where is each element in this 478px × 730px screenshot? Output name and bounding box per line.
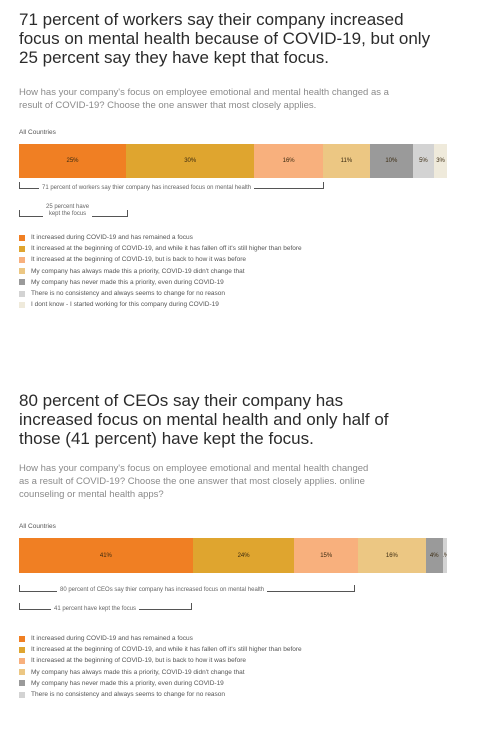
legend-swatch	[19, 290, 25, 297]
legend-swatch	[19, 657, 25, 664]
legend-swatch	[19, 691, 25, 698]
bar-segment: 11%	[322, 144, 370, 178]
legend-item: My company has always made this a priori…	[19, 266, 459, 277]
legend-swatch	[19, 669, 25, 676]
bar-segment-label: 16%	[282, 158, 295, 164]
bar-segment-label: 3%	[436, 158, 445, 164]
group-label-workers: All Countries	[19, 129, 56, 136]
legend-label: It increased at the beginning of COVID-1…	[31, 646, 302, 654]
bar-segment: 41%	[19, 538, 193, 573]
bar-segment-label: 4%	[429, 552, 439, 559]
bracket-label-increased-ceos: 80 percent of CEOs say thier company has…	[57, 587, 268, 594]
bar-segment: 30%	[126, 144, 255, 178]
legend-label: It increased during COVID-19 and has rem…	[31, 234, 193, 242]
bracket-label-line: kept the focus	[48, 211, 87, 217]
bar-segment-label: 5%	[419, 158, 428, 164]
legend-item: There is no consistency and always seems…	[19, 288, 459, 299]
legend-swatch	[19, 301, 25, 308]
legend-item: There is no consistency and always seems…	[19, 689, 459, 700]
bar-segment-label: 24%	[237, 552, 250, 559]
bar-segment: 10%	[369, 144, 413, 178]
question-line: counseling or mental health apps?	[19, 489, 164, 500]
bar-segment: 24%	[192, 538, 295, 573]
legend-swatch	[19, 279, 25, 286]
legend-swatch	[19, 635, 25, 642]
bar-segment: 5%	[412, 144, 435, 178]
question-text-ceos: How has your company's focus on employee…	[19, 462, 368, 501]
bar-segment-label: 25%	[66, 158, 79, 164]
bar-segment-label: 30%	[184, 158, 197, 164]
stacked-bar-ceos: 41% 24% 15% 16% 4% 1%	[19, 538, 447, 573]
title-line: focus on mental health because of COVID-…	[19, 29, 431, 48]
title-line: increased focus on mental health and onl…	[19, 410, 389, 429]
question-line: result of COVID-19? Choose the one answe…	[19, 100, 317, 111]
bar-segment: 16%	[357, 538, 426, 573]
legend-swatch	[19, 256, 25, 263]
bar-segment: 4%	[425, 538, 443, 573]
question-line: How has your company's focus on employee…	[19, 463, 369, 474]
bar-segment-label: 1%	[443, 553, 447, 559]
bar-segment-label: 16%	[385, 552, 398, 559]
legend-item: My company has never made this a priorit…	[19, 678, 459, 689]
bracket-label-kept-ceos: 41 percent have kept the focus	[51, 606, 140, 613]
question-text-workers: How has your company's focus on employee…	[19, 86, 389, 112]
bar-segment-label: 41%	[99, 552, 112, 559]
legend-label: It increased at the beginning of COVID-1…	[31, 245, 302, 253]
legend-label: It increased at the beginning of COVID-1…	[31, 657, 246, 665]
legend-label: It increased during COVID-19 and has rem…	[31, 635, 193, 643]
legend-swatch	[19, 245, 25, 252]
legend-label: My company has always made this a priori…	[31, 267, 245, 275]
legend-workers: It increased during COVID-19 and has rem…	[19, 232, 459, 310]
bar-segment: 3%	[434, 144, 447, 178]
chart-title-ceos: 80 percent of CEOs say their company has…	[19, 391, 459, 448]
bar-segment: 25%	[19, 144, 126, 178]
title-line: 80 percent of CEOs say their company has	[19, 391, 344, 410]
legend-item: It increased during COVID-19 and has rem…	[19, 633, 459, 644]
section-ceos: 80 percent of CEOs say their company has…	[19, 391, 459, 711]
legend-item: It increased at the beginning of COVID-1…	[19, 655, 459, 666]
legend-label: There is no consistency and always seems…	[31, 290, 226, 298]
chart-title-workers: 71 percent of workers say their company …	[19, 10, 459, 67]
legend-item: It increased during COVID-19 and has rem…	[19, 232, 459, 243]
stacked-bar-workers: 25% 30% 16% 11% 10% 5% 3%	[19, 144, 447, 178]
legend-ceos: It increased during COVID-19 and has rem…	[19, 633, 459, 700]
bar-segment: 16%	[254, 144, 323, 178]
bracket-label-increased-workers: 71 percent of workers say thier company …	[39, 185, 255, 192]
legend-swatch	[19, 680, 25, 687]
bar-segment-label: 11%	[340, 158, 353, 164]
group-label-ceos: All Countries	[19, 523, 56, 530]
legend-item: It increased at the beginning of COVID-1…	[19, 243, 459, 254]
legend-swatch	[19, 268, 25, 275]
legend-label: There is no consistency and always seems…	[31, 691, 226, 699]
legend-label: I dont know - I started working for this…	[31, 301, 219, 309]
question-line: as a result of COVID-19? Choose the one …	[19, 476, 365, 487]
section-workers: 71 percent of workers say their company …	[19, 10, 459, 325]
legend-item: It increased at the beginning of COVID-1…	[19, 254, 459, 265]
bar-segment-label: 15%	[320, 552, 333, 559]
bracket-label-kept-workers: 25 percent have kept the focus	[43, 204, 93, 218]
bar-segment-label: 10%	[385, 158, 398, 164]
legend-swatch	[19, 646, 25, 653]
title-line: 71 percent of workers say their company …	[19, 10, 404, 29]
question-line: How has your company's focus on employee…	[19, 87, 389, 98]
legend-label: My company has always made this a priori…	[31, 668, 245, 676]
legend-item: My company has never made this a priorit…	[19, 277, 459, 288]
bar-segment: 15%	[294, 538, 358, 573]
bar-segment: 1%	[442, 538, 447, 573]
legend-swatch	[19, 234, 25, 241]
legend-item: My company has always made this a priori…	[19, 667, 459, 678]
title-line: 25 percent say they have kept that focus…	[19, 48, 329, 67]
legend-label: It increased at the beginning of COVID-1…	[31, 256, 246, 264]
title-line: those (41 percent) have kept the focus.	[19, 429, 314, 448]
bracket-label-line: 25 percent have	[46, 204, 90, 210]
legend-item: It increased at the beginning of COVID-1…	[19, 644, 459, 655]
legend-label: My company has never made this a priorit…	[31, 679, 224, 687]
legend-label: My company has never made this a priorit…	[31, 278, 224, 286]
legend-item: I dont know - I started working for this…	[19, 299, 459, 310]
